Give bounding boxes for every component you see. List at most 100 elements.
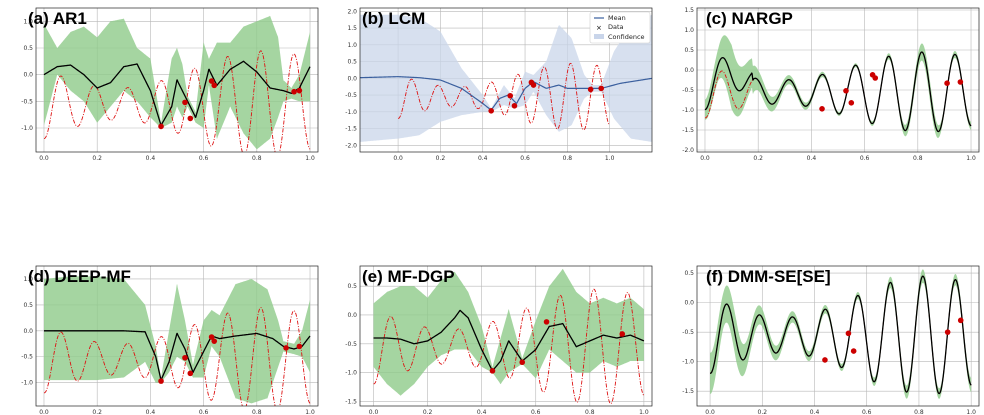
y-tick-label: -1.5 — [345, 126, 357, 133]
y-tick-label: -1.0 — [21, 125, 33, 132]
data-point — [822, 357, 828, 363]
data-point — [843, 88, 849, 94]
panel-f-title: (f) DMM-SE[SE] — [706, 267, 831, 286]
y-tick-label: -0.5 — [345, 341, 357, 348]
confidence-band — [710, 269, 972, 399]
data-point — [957, 317, 964, 324]
data-point — [848, 100, 855, 106]
y-tick-label: -2.0 — [345, 142, 357, 149]
data-point — [587, 86, 594, 93]
series-group — [709, 269, 972, 399]
legend-box — [589, 11, 651, 44]
x-tick-label: 0.6 — [199, 155, 209, 162]
x-tick-label: 0.2 — [436, 155, 446, 162]
data-point — [619, 331, 626, 337]
x-tick-label: 0.6 — [199, 409, 209, 415]
data-point — [187, 115, 194, 122]
legend-data-marker: × — [596, 24, 602, 32]
x-tick-label: 0.6 — [520, 155, 530, 162]
data-point — [957, 79, 964, 85]
confidence-band — [704, 35, 972, 138]
confidence-band — [43, 276, 311, 404]
y-tick-label: 0.0 — [684, 300, 694, 307]
x-tick-label: 1.0 — [966, 409, 976, 415]
y-tick-label: -1.5 — [682, 127, 694, 134]
mean-line — [43, 330, 311, 381]
axes-frame — [696, 7, 980, 153]
y-tick-label: 0.5 — [23, 45, 33, 52]
y-tick-label: -2.0 — [682, 147, 694, 154]
data-point — [182, 99, 188, 106]
y-tick-label: 0.5 — [347, 283, 357, 290]
y-tick-label: 0.5 — [684, 47, 694, 54]
x-tick-label: 0.0 — [39, 155, 49, 162]
data-point — [507, 92, 514, 99]
data-point — [158, 123, 164, 130]
y-tick-label: 1.0 — [684, 27, 694, 34]
x-tick-label: 0.4 — [807, 155, 817, 162]
panel-f-plot-area: 0.0 0.2 0.4 0.6 0.8 1.0 0.5 0.0 -0.5 -1.0 -1.5 — [682, 265, 980, 415]
y-tick-label: -0.5 — [345, 92, 357, 99]
series-group — [704, 35, 972, 138]
x-tick-label: 0.4 — [146, 155, 156, 162]
series-group — [43, 15, 311, 152]
panel-d-plot-area: 0.0 0.2 0.4 0.6 0.8 1.0 1.0 0.5 0.0 -0.5 -1.0 — [21, 265, 319, 415]
data-point — [872, 75, 879, 81]
x-tick-label: 0.0 — [700, 155, 710, 162]
x-tick-label: 0.4 — [477, 409, 487, 415]
y-tick-label: 0.0 — [347, 75, 357, 82]
data-point — [530, 82, 537, 88]
y-tick-label: 1.0 — [23, 276, 33, 283]
data-point — [283, 345, 289, 351]
legend-data-label: Data — [608, 23, 624, 31]
x-tick-label: 0.6 — [860, 155, 870, 162]
y-tick-label: 2.0 — [347, 8, 357, 15]
data-point — [598, 85, 605, 92]
x-tick-label: 0.0 — [705, 409, 715, 415]
panel-c-title: (c) NARGP — [706, 9, 793, 28]
x-tick-label: 0.8 — [913, 155, 923, 162]
panel-e-mf-dgp: 0.0 0.2 0.4 0.6 0.8 1.0 0.5 0.0 -0.5 -1.0 -1.5 (e)… — [345, 265, 653, 415]
panel-d-title: (d) DEEP-MF — [28, 267, 131, 286]
panel-f-dmm-se: 0.0 0.2 0.4 0.6 0.8 1.0 0.5 0.0 -0.5 -1.0 -1.5 (f)… — [682, 265, 980, 415]
mean-line — [704, 51, 972, 133]
y-tick-label: 0.0 — [684, 67, 694, 74]
y-tick-label: 0.5 — [23, 302, 33, 309]
axes-frame — [35, 265, 319, 407]
data-point — [944, 329, 951, 335]
x-tick-label: 0.0 — [369, 409, 379, 415]
data-point — [182, 354, 188, 361]
y-tick-label: -1.5 — [345, 398, 357, 405]
y-tick-label: 1.0 — [347, 42, 357, 49]
panel-e-title: (e) MF-DGP — [362, 267, 455, 286]
data-point — [519, 359, 526, 366]
series-group — [373, 268, 645, 405]
x-tick-label: 1.0 — [639, 409, 649, 415]
panel-d-deep-mf: 0.0 0.2 0.4 0.6 0.8 1.0 1.0 0.5 0.0 -0.5 -1.0 (d) … — [21, 265, 319, 415]
data-point — [158, 378, 164, 384]
ground-truth-line — [373, 288, 645, 405]
mean-line — [43, 60, 311, 127]
data-point — [208, 334, 215, 340]
y-tick-label: 0.0 — [23, 72, 33, 79]
y-tick-label: -0.5 — [21, 98, 33, 105]
x-tick-label: 0.4 — [146, 409, 156, 415]
data-point — [187, 370, 194, 377]
x-tick-label: 0.2 — [423, 409, 433, 415]
x-tick-label: 0.0 — [393, 155, 403, 162]
x-tick-label: 0.4 — [810, 409, 820, 415]
data-point — [511, 102, 518, 109]
confidence-band — [373, 268, 644, 396]
y-tick-label: 0.5 — [684, 270, 694, 277]
x-tick-label: 1.0 — [966, 155, 976, 162]
data-point — [845, 330, 852, 337]
data-point — [211, 338, 218, 344]
panel-a-plot-area: 0.0 0.2 0.4 0.6 0.8 1.0 1.0 0.5 0.0 -0.5 -1.0 — [21, 7, 319, 162]
ground-truth-line — [43, 50, 311, 152]
y-tick-label: -0.5 — [21, 354, 33, 361]
data-point — [211, 82, 218, 89]
x-tick-label: 1.0 — [305, 409, 315, 415]
y-tick-label: 1.5 — [684, 7, 694, 14]
y-tick-label: 0.0 — [347, 312, 357, 319]
